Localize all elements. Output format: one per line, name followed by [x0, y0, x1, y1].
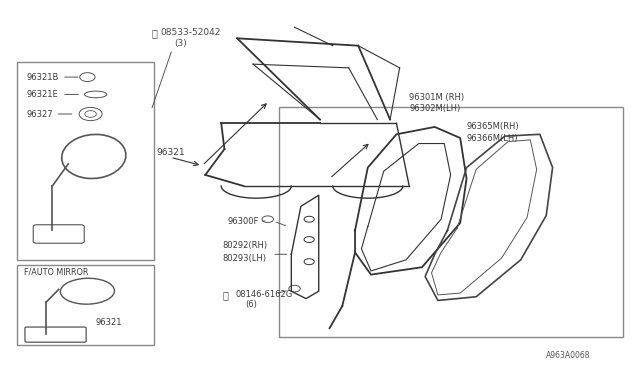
Text: 96321: 96321 — [156, 148, 185, 157]
Text: (3): (3) — [175, 39, 188, 48]
Text: 96321E: 96321E — [27, 90, 59, 99]
Text: 80293(LH): 80293(LH) — [223, 254, 266, 263]
Text: 96365M(RH): 96365M(RH) — [467, 122, 519, 131]
Bar — [17, 265, 154, 345]
Text: Ⓑ: Ⓑ — [223, 290, 228, 300]
Text: F/AUTO MIRROR: F/AUTO MIRROR — [24, 267, 88, 276]
Text: 96327: 96327 — [27, 109, 54, 119]
Text: (6): (6) — [246, 300, 257, 310]
Text: Ⓢ: Ⓢ — [151, 28, 157, 38]
Bar — [17, 62, 154, 260]
Text: 08533-52042: 08533-52042 — [161, 28, 221, 37]
Text: 08146-6162G: 08146-6162G — [236, 291, 293, 299]
Text: 96301M (RH): 96301M (RH) — [409, 93, 465, 102]
Text: 96302M(LH): 96302M(LH) — [409, 104, 460, 113]
Bar — [278, 107, 623, 337]
Text: 96321: 96321 — [96, 318, 122, 327]
Text: 96321B: 96321B — [27, 73, 60, 81]
Text: 96366M(LH): 96366M(LH) — [467, 134, 518, 142]
Text: 96300F: 96300F — [228, 217, 259, 225]
Text: A963A0068: A963A0068 — [546, 350, 591, 360]
Text: 80292(RH): 80292(RH) — [223, 241, 268, 250]
